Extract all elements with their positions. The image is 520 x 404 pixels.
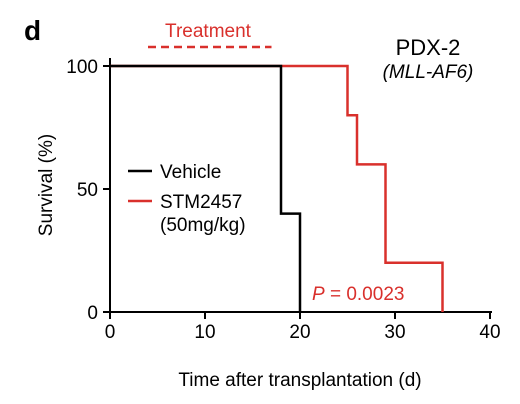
- legend-label-stm2457: STM2457 (50mg/kg): [160, 192, 248, 236]
- chart-subtitle: (MLL-AF6): [383, 62, 474, 83]
- x-tick-label: 40: [479, 322, 500, 343]
- treatment-label: Treatment: [165, 21, 252, 42]
- legend-label-stm2457-line1: STM2457: [160, 192, 242, 213]
- x-tick-label: 20: [289, 322, 310, 343]
- y-tick-label: 100: [66, 57, 98, 78]
- series-line-stm2457: [110, 64, 444, 312]
- survival-curves: [110, 64, 444, 312]
- legend: Vehicle STM2457 (50mg/kg): [128, 162, 248, 236]
- chart-title: PDX-2: [396, 35, 461, 60]
- panel-letter: d: [24, 15, 41, 46]
- p-value: = 0.0023: [325, 284, 405, 305]
- y-axis-label: Survival (%): [36, 134, 57, 236]
- x-axis-label: Time after transplantation (d): [178, 370, 421, 391]
- x-tick-label: 10: [194, 322, 215, 343]
- p-symbol: P: [312, 284, 325, 305]
- axis-ticks: 0 10 20 30 40 0 50 100: [66, 57, 500, 343]
- p-value-annotation: P = 0.0023: [312, 284, 404, 305]
- y-tick-label: 50: [77, 180, 98, 201]
- x-tick-label: 30: [384, 322, 405, 343]
- legend-label-stm2457-line2: (50mg/kg): [160, 215, 246, 236]
- x-tick-label: 0: [105, 322, 116, 343]
- legend-label-vehicle: Vehicle: [160, 162, 221, 183]
- y-tick-label: 0: [87, 303, 98, 324]
- series-line-vehicle: [110, 64, 302, 312]
